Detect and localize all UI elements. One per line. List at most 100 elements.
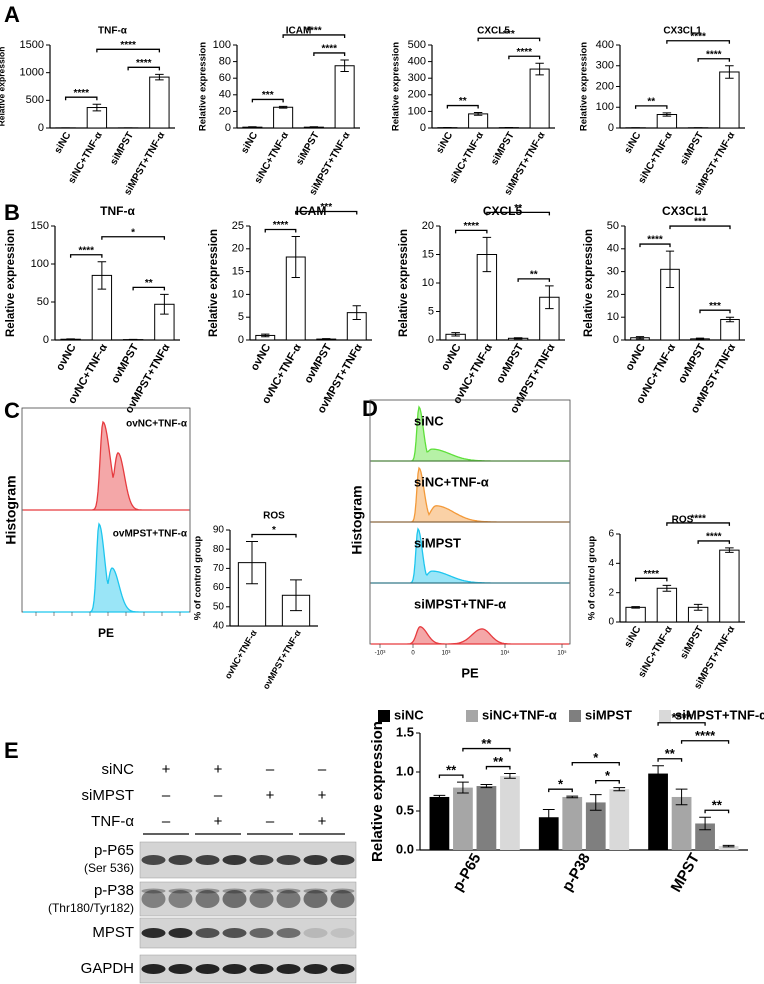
chart-title: CX3CL1 bbox=[663, 26, 702, 37]
y-tick-label: 100 bbox=[31, 258, 49, 270]
bar bbox=[529, 68, 550, 129]
y-axis-label: Relative expression bbox=[583, 229, 595, 337]
x-tick-label: ovMPST bbox=[109, 342, 141, 386]
blot-band bbox=[168, 928, 193, 938]
blot-band bbox=[303, 888, 328, 894]
condition-sign: – bbox=[318, 761, 327, 778]
bar bbox=[671, 796, 692, 850]
significance-label: **** bbox=[690, 514, 706, 525]
error-bar bbox=[66, 338, 75, 341]
x-tick-label: siMPST bbox=[678, 130, 706, 167]
error-bar bbox=[322, 338, 331, 341]
y-tick-label: 10 bbox=[422, 277, 434, 289]
x-tick-label: siMPST bbox=[489, 130, 517, 167]
significance-label: **** bbox=[695, 728, 716, 743]
y-tick-label: 500 bbox=[408, 39, 426, 51]
significance-label: **** bbox=[273, 220, 289, 231]
y-tick-label: 1500 bbox=[20, 39, 44, 51]
significance-bracket bbox=[697, 540, 731, 544]
y-axis-label: Relative expression bbox=[579, 42, 590, 131]
significance-label: **** bbox=[136, 58, 152, 69]
x-axis-label: PE bbox=[461, 665, 479, 680]
x-tick-label: ovNC bbox=[54, 342, 79, 373]
legend-swatch bbox=[378, 710, 390, 722]
significance-label: *** bbox=[694, 217, 706, 228]
y-tick-label: 40 bbox=[219, 89, 231, 101]
sample-label: siMPST+TNF-α bbox=[414, 596, 506, 611]
error-bar bbox=[652, 765, 664, 782]
significance-bracket bbox=[101, 236, 166, 240]
x-axis-label: PE bbox=[98, 626, 114, 640]
bar bbox=[273, 106, 294, 129]
significance-bracket bbox=[639, 243, 671, 248]
significance-bracket bbox=[517, 278, 551, 282]
blot-band bbox=[141, 964, 166, 974]
legend-swatch bbox=[659, 710, 671, 722]
y-axis-label: Relative expression bbox=[369, 721, 386, 862]
significance-bracket bbox=[704, 809, 730, 814]
error-bar bbox=[631, 606, 640, 609]
significance-bracket bbox=[477, 37, 541, 42]
x-tick-label: -10³ bbox=[375, 651, 386, 657]
x-tick-label: 10⁵ bbox=[557, 650, 567, 657]
y-tick-label: 0 bbox=[608, 122, 614, 134]
y-tick-label: 400 bbox=[408, 56, 426, 68]
significance-bracket bbox=[657, 758, 683, 762]
significance-bracket bbox=[657, 722, 706, 726]
blot-band bbox=[249, 890, 274, 908]
blot-band bbox=[222, 928, 247, 938]
error-bar bbox=[160, 293, 169, 315]
y-axis-label: Histogram bbox=[349, 485, 365, 554]
legend-label: siNC bbox=[394, 707, 424, 722]
x-tick-label: siNC+TNF-α bbox=[636, 130, 675, 186]
significance-bracket bbox=[548, 788, 573, 793]
significance-bracket bbox=[295, 210, 358, 215]
y-tick-label: 15 bbox=[232, 266, 244, 278]
band-label: p-P38 bbox=[94, 882, 134, 899]
bar bbox=[719, 71, 740, 129]
band-detail: (Thr180/Tyr182) bbox=[48, 901, 134, 915]
error-bar bbox=[482, 236, 492, 273]
significance-label: *** bbox=[709, 301, 721, 312]
bar bbox=[720, 318, 740, 341]
panel-label: B bbox=[4, 200, 20, 225]
blot-band bbox=[249, 964, 274, 974]
condition-label: siMPST bbox=[82, 787, 135, 804]
y-axis-label: Relative expression bbox=[398, 229, 410, 337]
blot-band bbox=[222, 890, 247, 908]
y-tick-label: 0 bbox=[613, 334, 619, 346]
y-tick-label: 0 bbox=[428, 334, 434, 346]
error-bar bbox=[97, 261, 107, 290]
x-tick-label: ovNC bbox=[439, 342, 464, 373]
bar bbox=[719, 549, 740, 623]
error-bar bbox=[535, 62, 544, 76]
significance-bracket bbox=[634, 577, 668, 582]
legend-label: siMPST bbox=[585, 707, 632, 722]
band-label: GAPDH bbox=[81, 960, 134, 977]
significance-bracket bbox=[251, 533, 297, 538]
significance-bracket bbox=[313, 52, 346, 56]
condition-sign: + bbox=[162, 761, 171, 778]
condition-sign: – bbox=[214, 787, 223, 804]
blot-band bbox=[276, 964, 301, 974]
significance-bracket bbox=[486, 211, 551, 216]
blot-band bbox=[222, 888, 247, 894]
condition-sign: + bbox=[214, 761, 223, 778]
bar bbox=[429, 796, 450, 850]
blot-band bbox=[195, 928, 220, 938]
y-tick-label: 4 bbox=[608, 558, 614, 569]
error-bar bbox=[92, 103, 102, 112]
y-tick-label: 10 bbox=[232, 288, 244, 300]
y-tick-label: 500 bbox=[26, 94, 44, 106]
y-tick-label: 200 bbox=[596, 80, 614, 92]
y-tick-label: 40 bbox=[607, 243, 619, 255]
bar bbox=[453, 787, 473, 850]
histogram bbox=[371, 626, 569, 645]
y-tick-label: 2 bbox=[608, 587, 614, 598]
error-bar bbox=[693, 603, 703, 611]
error-bar bbox=[480, 783, 493, 789]
x-tick-label: ovNC+TNF-α bbox=[223, 628, 259, 681]
blot-band bbox=[276, 890, 301, 908]
